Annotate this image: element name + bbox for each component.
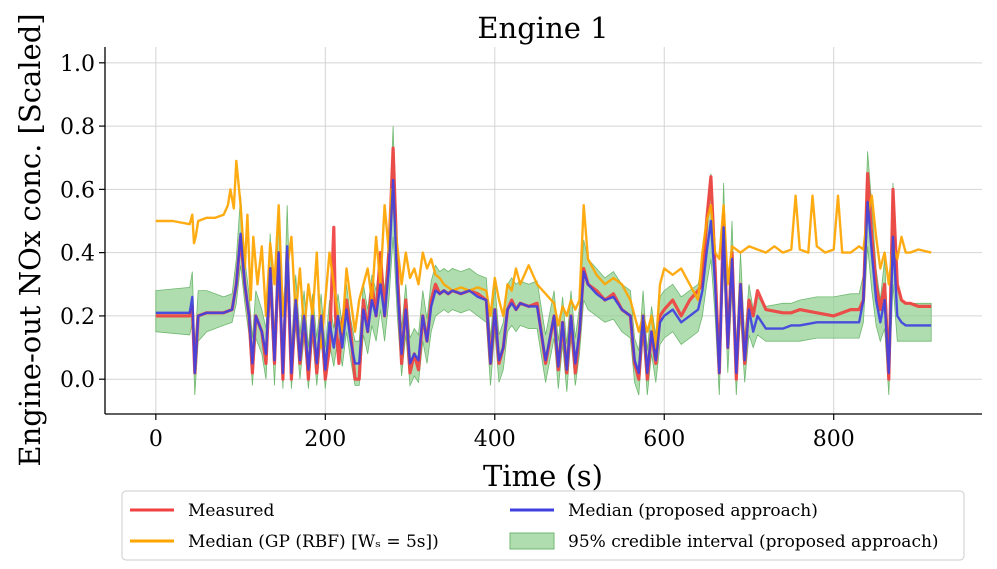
axes — [104, 47, 982, 415]
tick-layer: 0 200 400 600 800 0.0 0.2 0.4 0.6 0.8 1.0 — [60, 52, 855, 452]
x-tick-label: 0 — [149, 427, 163, 452]
legend-label: Measured — [188, 501, 274, 521]
y-tick-label: 0.0 — [60, 368, 95, 393]
legend-swatch-interval — [509, 532, 555, 550]
chart-title: Engine 1 — [477, 11, 608, 45]
series-line-median-gp-rbf-w-5s — [155, 159, 932, 349]
legend-label: Median (proposed approach) — [568, 501, 818, 521]
x-tick-label: 400 — [474, 427, 516, 452]
legend: Measured Median (proposed approach) Median… — [121, 490, 965, 561]
legend-frame — [121, 490, 965, 561]
series-lines-layer — [155, 146, 932, 381]
grid-lines — [105, 47, 982, 414]
y-tick-label: 0.8 — [60, 115, 95, 140]
legend-label: 95% credible interval (proposed approach… — [568, 532, 939, 552]
x-tick-label: 200 — [304, 427, 346, 452]
y-tick-label: 0.4 — [60, 242, 95, 267]
series-line-median-proposed-approach — [155, 178, 932, 375]
y-tick-label: 0.2 — [60, 305, 95, 330]
y-tick-label: 1.0 — [60, 52, 95, 77]
x-tick-label: 600 — [643, 427, 685, 452]
x-tick-label: 800 — [813, 427, 855, 452]
y-axis-label: Engine-out NOx conc. [Scaled] — [13, 13, 47, 466]
legend-label: Median (GP (RBF) [Wₛ = 5s]) — [188, 532, 439, 552]
y-tick-label: 0.6 — [60, 178, 95, 203]
x-axis-label: Time (s) — [483, 459, 603, 493]
